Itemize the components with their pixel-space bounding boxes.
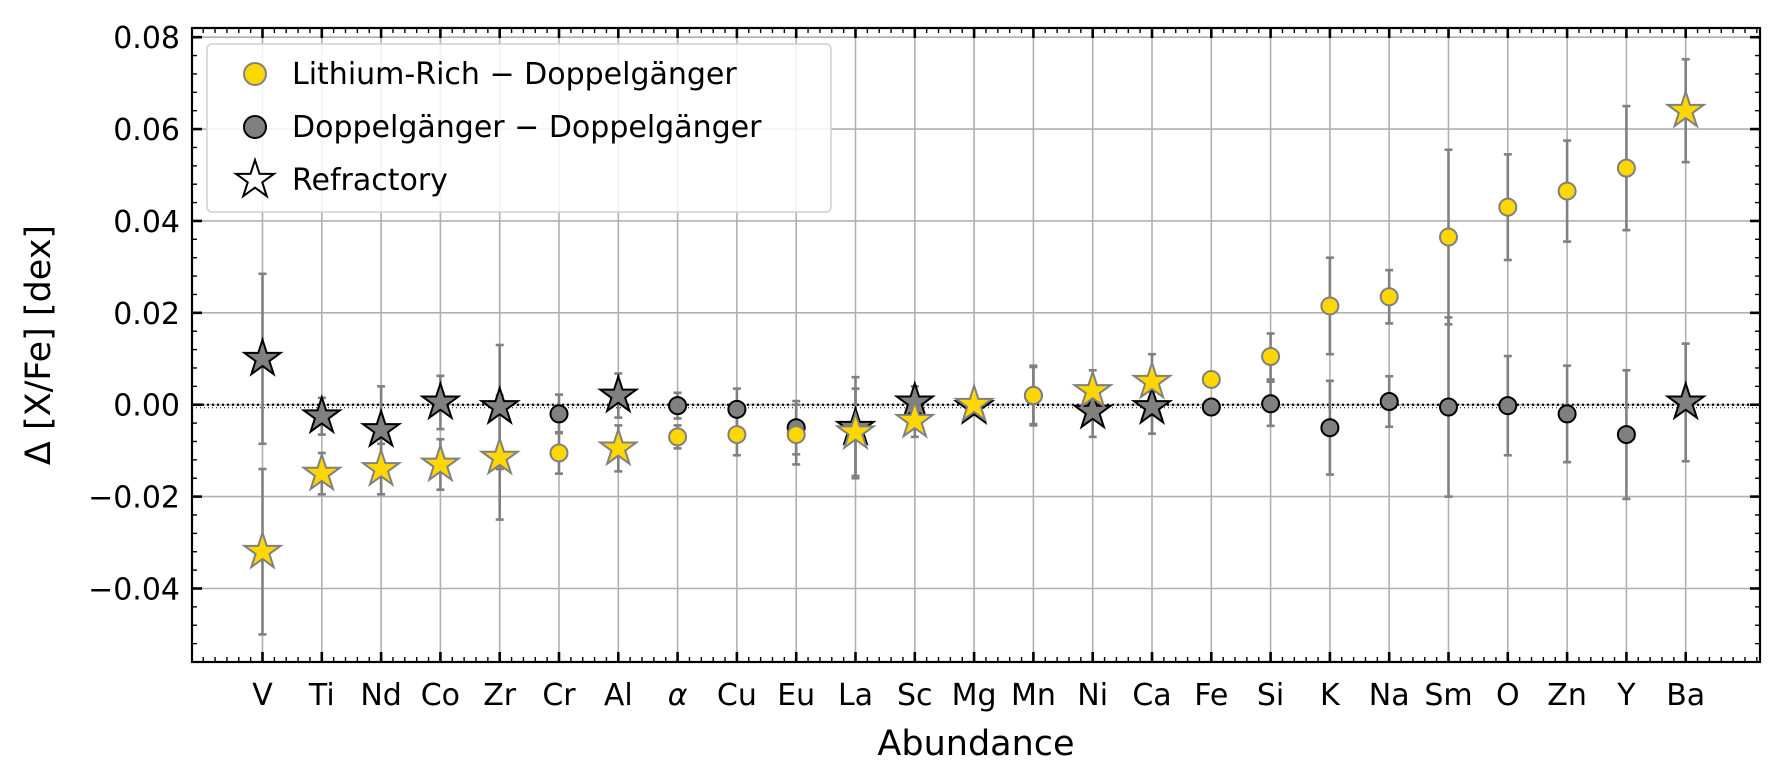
x-tick-label: Ti xyxy=(308,678,335,713)
axis-ticks xyxy=(192,28,1760,662)
legend-box xyxy=(206,43,832,213)
data-point-circle xyxy=(1320,296,1340,316)
data-point-circle xyxy=(1261,346,1281,366)
x-tick-label: Na xyxy=(1369,678,1410,713)
data-point-circle xyxy=(549,443,569,463)
x-tick-label: K xyxy=(1320,678,1341,713)
data-point-circle xyxy=(1616,425,1636,445)
data-point-circle xyxy=(1201,397,1221,417)
data-point-circle xyxy=(727,425,747,445)
data-point-star xyxy=(834,410,877,451)
x-tick-label: Fe xyxy=(1194,678,1228,713)
x-tick-label: La xyxy=(838,678,873,713)
data-point-circle xyxy=(1379,392,1399,412)
data-point-star xyxy=(300,393,343,435)
x-tick-label: Zr xyxy=(483,678,517,713)
data-point-circle xyxy=(1320,418,1340,438)
y-tick-label: 0.06 xyxy=(113,113,180,148)
x-tick-label: Ba xyxy=(1666,678,1705,713)
data-point-circle xyxy=(668,396,688,416)
x-tick-label: Mn xyxy=(1011,678,1056,713)
y-tick-label: −0.04 xyxy=(88,572,180,607)
data-point-star xyxy=(359,407,403,448)
y-tick-label: 0.08 xyxy=(113,21,180,56)
data-point-circle xyxy=(1439,227,1458,247)
data-point-star xyxy=(419,380,462,421)
data-point-circle xyxy=(1557,404,1577,424)
x-tick-label: Eu xyxy=(777,678,815,713)
x-tick-label: Si xyxy=(1257,678,1284,713)
data-point-circle xyxy=(549,404,569,424)
x-tick-label: Ni xyxy=(1077,678,1108,713)
data-point-star xyxy=(1664,380,1707,421)
x-tick-label: V xyxy=(252,678,273,713)
data-point-star xyxy=(1130,384,1174,426)
x-tick-label: Mg xyxy=(952,678,997,713)
data-point-star xyxy=(893,398,936,439)
data-point-star xyxy=(597,426,640,467)
data-point-circle xyxy=(1557,181,1577,201)
y-axis-tick-labels: −0.04 −0.02 0.00 0.02 0.04 0.06 0.08 xyxy=(88,21,180,607)
x-tick-label: Zn xyxy=(1547,678,1587,713)
x-tick-label: O xyxy=(1496,678,1520,713)
x-tick-label: Y xyxy=(1616,678,1636,713)
legend-marker-doppelganger xyxy=(243,115,267,139)
x-tick-label: α xyxy=(668,678,688,713)
legend-marker-refractory-star-icon xyxy=(232,156,278,199)
legend-marker-lithium-rich xyxy=(243,62,267,86)
x-tick-label: Al xyxy=(604,678,633,713)
x-tick-label: Co xyxy=(421,678,460,713)
data-point-circle xyxy=(1261,394,1281,414)
data-point-star xyxy=(478,384,521,426)
x-tick-label: Nd xyxy=(360,678,401,713)
data-point-star xyxy=(1071,389,1114,430)
x-tick-label: Ca xyxy=(1132,678,1171,713)
data-point-circle xyxy=(1201,369,1221,389)
data-point-circle xyxy=(1498,197,1518,217)
x-tick-label: Cr xyxy=(542,678,576,713)
y-tick-label: 0.00 xyxy=(113,389,180,424)
data-point-star xyxy=(952,382,996,423)
plot-area-frame xyxy=(190,26,1762,664)
data-point-circle xyxy=(668,427,688,447)
data-point-star xyxy=(241,336,284,377)
y-tick-label: 0.04 xyxy=(113,205,180,240)
data-point-star xyxy=(300,451,343,492)
data-markers xyxy=(241,88,1707,570)
y-axis-label: Δ [X/Fe] [dex] xyxy=(19,225,59,465)
legend-label-refractory: Refractory xyxy=(292,163,448,198)
data-point-star xyxy=(359,446,403,488)
data-point-circle xyxy=(1379,287,1399,307)
data-point-star xyxy=(241,529,284,570)
data-point-circle xyxy=(1023,386,1043,406)
legend-label-lithium-rich: Lithium-Rich − Doppelgänger xyxy=(292,57,737,92)
data-point-star xyxy=(419,442,462,483)
y-tick-label: 0.02 xyxy=(113,297,180,332)
data-point-star xyxy=(597,373,640,414)
data-point-star xyxy=(1130,359,1174,400)
data-point-star xyxy=(478,435,521,476)
x-tick-label: Cu xyxy=(717,678,757,713)
x-tick-label: Sc xyxy=(897,678,933,713)
data-point-circle xyxy=(1439,397,1458,417)
x-tick-label: Sm xyxy=(1424,678,1472,713)
data-point-star xyxy=(1071,368,1114,409)
x-axis-tick-labels: V Ti Nd Co Zr Cr Al α Cu Eu La Sc Mg Mn Ni Ca Fe Si K Na Sm O… xyxy=(252,678,1705,713)
y-tick-label: −0.02 xyxy=(88,481,180,516)
legend: Lithium-Rich − Doppelgänger Doppelgänger… xyxy=(206,43,832,213)
data-point-star xyxy=(1664,88,1707,129)
data-point-circle xyxy=(786,425,806,445)
data-point-circle xyxy=(727,399,747,419)
x-axis-label: Abundance xyxy=(877,724,1074,764)
data-point-circle xyxy=(1616,158,1636,178)
data-point-circle xyxy=(1498,396,1518,416)
legend-label-doppelganger: Doppelgänger − Doppelgänger xyxy=(292,110,762,145)
